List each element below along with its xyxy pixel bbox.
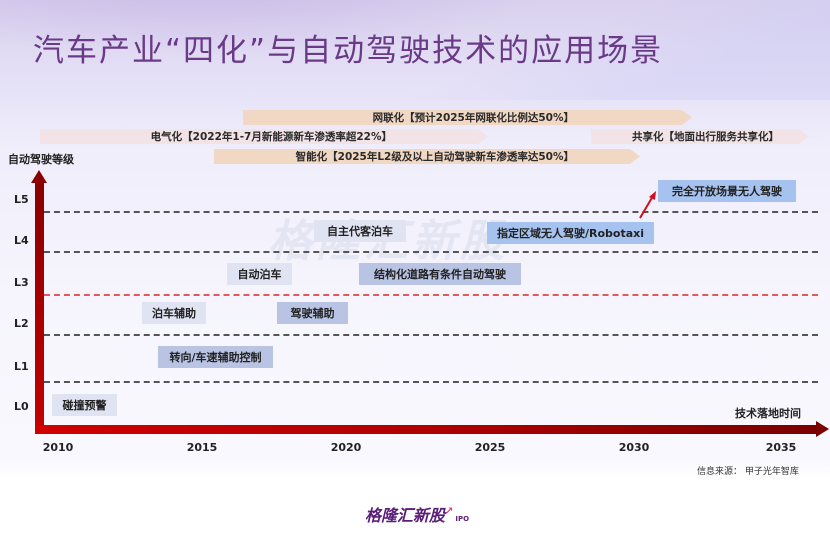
y-axis (35, 182, 44, 434)
level-divider (44, 334, 818, 336)
y-axis-title: 自动驾驶等级 (8, 153, 74, 166)
level-label-l0: L0 (14, 400, 29, 413)
brand-logo: 格隆汇新股↗IPO (365, 502, 469, 526)
trend-bar-label: 网联化【预计2025年网联化比例达50%】 (372, 112, 574, 124)
scenario-valet-parking: 自主代客泊车 (314, 220, 406, 242)
level-divider (44, 251, 818, 253)
level-label-l4: L4 (14, 234, 29, 247)
level-divider (44, 211, 818, 213)
level-label-l5: L5 (14, 193, 29, 206)
trend-bar-connectivity: 网联化【预计2025年网联化比例达50%】 (243, 110, 692, 125)
y-axis-arrowhead-icon (31, 170, 47, 183)
brand-logo-sub: IPO (455, 515, 470, 523)
trend-bar-label: 智能化【2025年L2级及以上自动驾驶新车渗透率达50%】 (295, 151, 574, 163)
trend-bar-intelligence: 智能化【2025年L2级及以上自动驾驶新车渗透率达50%】 (214, 149, 640, 164)
scenario-steering-speed-control: 转向/车速辅助控制 (158, 346, 273, 368)
scenario-auto-parking: 自动泊车 (227, 263, 292, 285)
scenario-collision-warning: 碰撞预警 (52, 394, 117, 416)
x-axis-title: 技术落地时间 (735, 407, 801, 420)
trend-bar-sharing: 共享化【地面出行服务共享化】 (591, 129, 809, 144)
trend-bar-label: 电气化【2022年1-7月新能源新车渗透率超22%】 (150, 131, 392, 143)
scenario-parking-assist: 泊车辅助 (142, 302, 206, 324)
year-tick: 2015 (186, 441, 218, 454)
progression-arrow-icon (639, 191, 656, 219)
x-axis (35, 425, 818, 434)
scenario-structured-road-conditional: 结构化道路有条件自动驾驶 (359, 263, 521, 285)
year-tick: 2035 (765, 441, 797, 454)
level-divider-l3-threshold (44, 294, 818, 296)
trend-bar-electrification: 电气化【2022年1-7月新能源新车渗透率超22%】 (40, 129, 488, 144)
spark-icon: ↗ (445, 506, 454, 517)
level-label-l1: L1 (14, 360, 29, 373)
source-note: 信息来源： 甲子光年智库 (697, 467, 799, 477)
level-divider (44, 381, 818, 383)
scenario-driving-assist: 驾驶辅助 (277, 302, 348, 324)
level-label-l2: L2 (14, 317, 29, 330)
year-tick: 2020 (330, 441, 362, 454)
year-tick: 2010 (42, 441, 74, 454)
x-axis-arrowhead-icon (816, 421, 829, 437)
trend-bar-label: 共享化【地面出行服务共享化】 (632, 131, 779, 143)
year-tick: 2030 (618, 441, 650, 454)
level-label-l3: L3 (14, 276, 29, 289)
brand-logo-text: 格隆汇新股 (365, 506, 446, 525)
scenario-robotaxi: 指定区域无人驾驶/Robotaxi (487, 222, 654, 244)
scenario-full-open-driverless: 完全开放场景无人驾驶 (658, 180, 796, 202)
page-title: 汽车产业“四化”与自动驾驶技术的应用场景 (33, 33, 664, 69)
year-tick: 2025 (474, 441, 506, 454)
